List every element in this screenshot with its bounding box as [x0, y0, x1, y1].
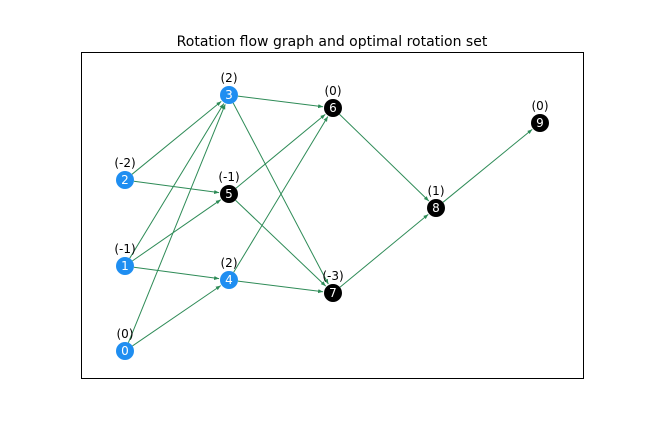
- edges-layer: [127, 95, 533, 347]
- node-id-label-9: 9: [536, 116, 544, 130]
- node-id-label-2: 2: [121, 173, 129, 187]
- edge-5-7: [235, 199, 327, 287]
- node-6: 6(0): [324, 84, 342, 117]
- edge-1-4: [133, 266, 220, 280]
- node-weight-label-5: (-1): [218, 170, 239, 184]
- node-circle-7: [324, 284, 342, 302]
- nodes-layer: 0(0)1(-1)2(-2)3(2)4(2)5(-1)6(0)7(-3)8(1)…: [114, 71, 549, 360]
- edge-0-3: [127, 104, 226, 343]
- node-circle-1: [116, 257, 134, 275]
- edge-3-6: [237, 95, 324, 109]
- edge-2-5: [133, 180, 220, 194]
- node-weight-label-2: (-2): [114, 156, 135, 170]
- edge-4-6: [233, 116, 329, 273]
- node-weight-label-9: (0): [532, 99, 549, 113]
- node-id-label-3: 3: [225, 88, 233, 102]
- node-circle-0: [116, 342, 134, 360]
- node-8: 8(1): [427, 184, 445, 217]
- node-9: 9(0): [531, 99, 549, 132]
- edge-0-4: [132, 285, 222, 347]
- node-4: 4(2): [220, 256, 238, 289]
- node-7: 7 (-3): [322, 269, 344, 302]
- edge-8-9: [442, 128, 533, 203]
- node-weight-label-4: (2): [221, 256, 238, 270]
- node-id-label-1: 1: [121, 259, 129, 273]
- node-0: 0(0): [116, 327, 134, 360]
- node-id-label-6: 6: [329, 101, 337, 115]
- edge-1-5: [132, 199, 222, 262]
- node-circle-3: [220, 86, 238, 104]
- node-1: 1 (-1): [114, 242, 136, 275]
- node-weight-label-8: (1): [428, 184, 445, 198]
- node-weight-label-7: (-3): [322, 269, 343, 283]
- node-weight-label-3: (2): [221, 71, 238, 85]
- edge-1-3: [129, 103, 225, 259]
- edge-4-7: [237, 280, 324, 294]
- node-circle-9: [531, 114, 549, 132]
- node-circle-4: [220, 271, 238, 289]
- node-id-label-7: 7: [329, 286, 337, 300]
- node-circle-2: [116, 171, 134, 189]
- node-id-label-4: 4: [225, 273, 233, 287]
- node-circle-6: [324, 99, 342, 117]
- node-id-label-5: 5: [225, 187, 233, 201]
- edge-5-6: [235, 113, 326, 189]
- node-2: 2 (-2): [114, 156, 136, 189]
- node-weight-label-0: (0): [117, 327, 134, 341]
- chart-title: Rotation flow graph and optimal rotation…: [177, 34, 488, 50]
- plot-frame: [81, 52, 584, 379]
- node-5: 5 (-1): [218, 170, 240, 203]
- edge-6-8: [339, 113, 430, 202]
- node-id-label-0: 0: [121, 344, 129, 358]
- node-id-label-8: 8: [432, 201, 440, 215]
- node-3: 3(2): [220, 71, 238, 104]
- edge-7-8: [339, 213, 429, 288]
- edge-2-3: [131, 100, 222, 175]
- node-weight-label-1: (-1): [114, 242, 135, 256]
- node-circle-8: [427, 199, 445, 217]
- node-weight-label-6: (0): [325, 84, 342, 98]
- node-circle-5: [220, 185, 238, 203]
